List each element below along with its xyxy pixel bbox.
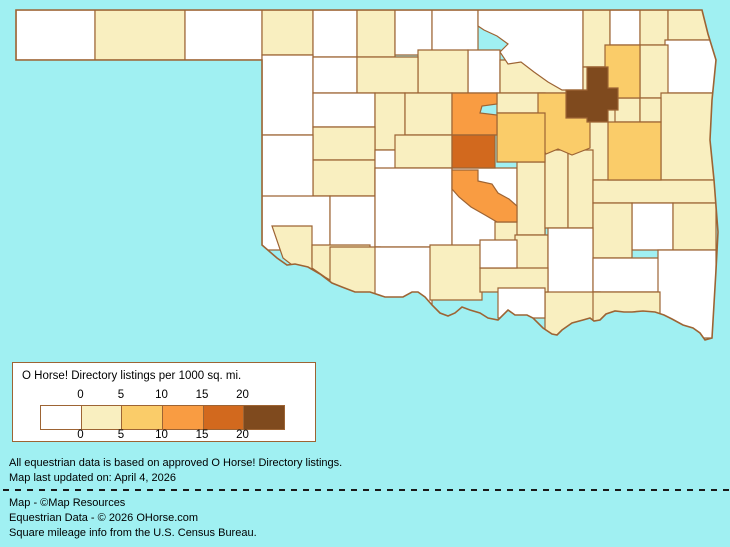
county xyxy=(451,92,498,136)
legend-tick-label: 20 xyxy=(236,389,249,401)
county xyxy=(592,179,717,204)
county xyxy=(329,246,381,296)
county xyxy=(567,149,594,229)
county xyxy=(394,10,433,56)
county xyxy=(261,10,314,56)
county xyxy=(467,49,501,94)
legend-tick-label: 5 xyxy=(117,389,125,401)
county xyxy=(607,121,662,181)
legend-swatch xyxy=(41,406,82,429)
legend-swatch xyxy=(203,406,245,429)
county xyxy=(516,161,546,236)
legend-tick-label: 20 xyxy=(236,429,249,441)
legend-tick-label: 0 xyxy=(77,389,84,401)
county xyxy=(429,244,483,301)
county xyxy=(312,126,376,161)
county xyxy=(609,10,641,46)
county xyxy=(592,202,633,259)
legend-tick-label: 10 xyxy=(155,429,168,441)
county xyxy=(312,10,358,58)
legend-swatch xyxy=(122,406,164,429)
legend-ticks-bottom: 0 5 10 15 20 xyxy=(13,429,315,441)
county xyxy=(374,167,453,248)
map-credit-text: Map - ©Map Resources xyxy=(9,497,126,509)
legend-title: O Horse! Directory listings per 1000 sq.… xyxy=(22,370,242,382)
legend-tick-label: 0 xyxy=(77,429,84,441)
county xyxy=(404,92,453,136)
legend-ticks-top: 0 5 10 15 20 xyxy=(13,389,315,401)
county xyxy=(94,10,186,61)
county-layer xyxy=(16,10,717,339)
county xyxy=(639,97,662,123)
data-disclaimer-text: All equestrian data is based on approved… xyxy=(9,457,343,469)
county xyxy=(544,291,601,336)
county xyxy=(547,227,594,301)
county xyxy=(312,56,358,94)
county xyxy=(660,92,717,181)
county xyxy=(261,54,314,136)
county xyxy=(356,10,396,58)
county xyxy=(639,44,669,99)
county xyxy=(261,134,314,201)
county xyxy=(496,112,546,163)
county xyxy=(356,56,419,94)
county xyxy=(639,10,669,46)
legend-tick-label: 10 xyxy=(155,389,168,401)
dashed-divider xyxy=(3,489,729,491)
choropleth-map-svg xyxy=(15,9,719,341)
county xyxy=(592,291,661,336)
county xyxy=(312,159,376,197)
county xyxy=(312,92,376,128)
census-credit-text: Square mileage info from the U.S. Census… xyxy=(9,527,257,539)
legend-swatch xyxy=(81,406,123,429)
county xyxy=(451,134,496,169)
legend-tick-label: 5 xyxy=(117,429,125,441)
county xyxy=(479,239,518,269)
county xyxy=(16,10,96,61)
equestrian-data-credit-text: Equestrian Data - © 2026 OHorse.com xyxy=(9,512,199,524)
legend-box: O Horse! Directory listings per 1000 sq.… xyxy=(12,362,316,442)
county xyxy=(394,134,453,169)
state-outline xyxy=(15,9,719,341)
county xyxy=(657,249,717,339)
county xyxy=(451,169,518,223)
county xyxy=(329,195,376,251)
county xyxy=(431,10,479,56)
oklahoma-county-map xyxy=(15,9,719,341)
county xyxy=(514,234,549,273)
county xyxy=(631,202,674,251)
county xyxy=(544,149,569,229)
county xyxy=(664,39,717,94)
county xyxy=(184,10,263,61)
county xyxy=(417,49,469,94)
county xyxy=(672,202,717,251)
county xyxy=(479,267,549,293)
legend-swatch xyxy=(244,406,285,429)
last-updated-text: Map last updated on: April 4, 2026 xyxy=(9,472,176,484)
county xyxy=(565,66,619,123)
legend-tick-label: 15 xyxy=(195,389,209,401)
legend-tick-label: 15 xyxy=(195,429,209,441)
legend-color-ramp xyxy=(40,405,285,430)
legend-swatch xyxy=(163,406,204,429)
